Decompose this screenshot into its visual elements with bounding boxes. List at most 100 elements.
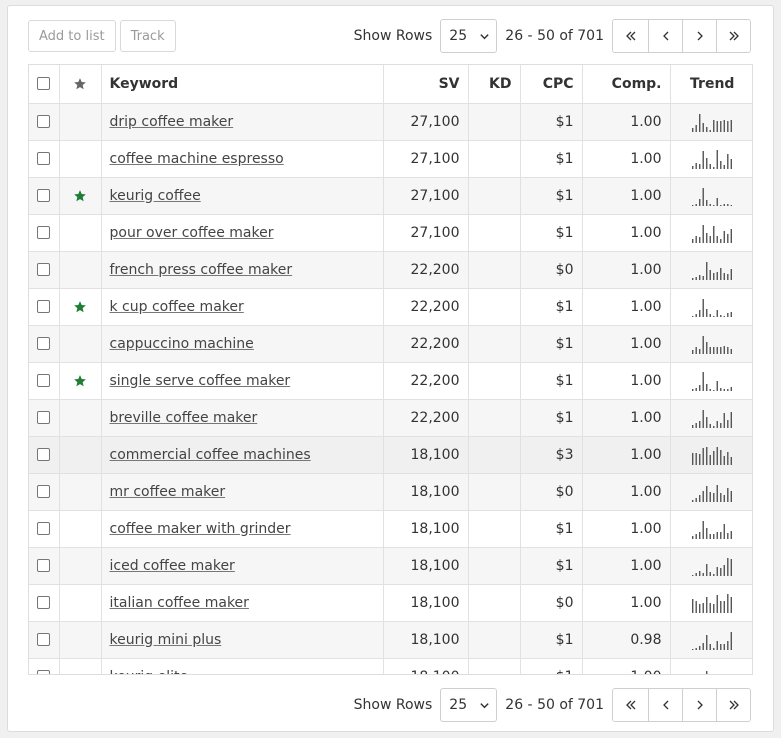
trend-bar <box>692 238 694 243</box>
row-checkbox[interactable] <box>37 448 51 461</box>
keyword-link[interactable]: drip coffee maker <box>109 113 234 130</box>
row-checkbox[interactable] <box>37 263 51 276</box>
keyword-link[interactable]: k cup coffee maker <box>109 298 244 315</box>
row-star-cell[interactable] <box>59 177 102 215</box>
row-star-cell[interactable] <box>59 251 102 289</box>
trend-bar <box>716 640 719 650</box>
row-checkbox[interactable] <box>37 226 51 239</box>
trend-bar <box>723 119 726 132</box>
rows-per-page-select[interactable]: 25 <box>440 19 498 53</box>
row-checkbox[interactable] <box>37 485 51 498</box>
pagination-bottom <box>612 688 751 722</box>
row-checkbox[interactable] <box>37 189 51 202</box>
trend-bar <box>702 447 705 465</box>
keyword-link[interactable]: coffee machine espresso <box>109 150 284 167</box>
row-checkbox[interactable] <box>37 152 51 165</box>
row-star-cell[interactable] <box>59 214 102 252</box>
row-star-cell[interactable] <box>59 399 102 437</box>
keyword-link[interactable]: french press coffee maker <box>109 261 293 278</box>
column-header-cpc[interactable]: CPC <box>520 65 583 104</box>
keyword-table-scroll[interactable]: Keyword SV KD CPC Comp. Trend drip coffe… <box>28 64 753 675</box>
column-header-trend[interactable]: Trend <box>670 65 752 104</box>
row-checkbox[interactable] <box>37 670 51 674</box>
previous-page-button[interactable] <box>648 20 682 52</box>
sv-cell: 18,100 <box>383 584 469 622</box>
keyword-link[interactable]: keurig coffee <box>109 187 201 204</box>
chevron-down-icon <box>480 33 489 39</box>
trend-sparkline <box>692 261 733 280</box>
row-checkbox[interactable] <box>37 522 51 535</box>
row-checkbox[interactable] <box>37 115 51 128</box>
select-all-checkbox[interactable] <box>37 77 51 91</box>
previous-page-button-bottom[interactable] <box>648 689 682 721</box>
table-row: single serve coffee maker 22,200 $1 1.00 <box>29 362 752 400</box>
row-checkbox[interactable] <box>37 411 51 424</box>
trend-bar <box>699 274 701 280</box>
sv-cell: 22,200 <box>383 288 469 326</box>
keyword-link[interactable]: cappuccino machine <box>109 335 254 352</box>
first-page-button-bottom[interactable] <box>613 689 648 721</box>
keyword-link[interactable]: iced coffee maker <box>109 557 235 574</box>
row-star-cell[interactable] <box>59 436 102 474</box>
row-star-cell[interactable] <box>59 584 102 622</box>
star-filled-icon <box>74 300 86 312</box>
trend-bar <box>716 309 719 317</box>
row-select-cell <box>29 399 60 437</box>
row-select-cell <box>29 288 60 326</box>
trend-bar <box>727 312 729 317</box>
trend-bar <box>695 422 698 428</box>
row-star-cell[interactable] <box>59 658 102 674</box>
row-star-cell[interactable] <box>59 362 102 400</box>
keyword-link[interactable]: italian coffee maker <box>109 594 249 611</box>
track-button[interactable]: Track <box>119 20 176 52</box>
trend-bar <box>709 388 712 391</box>
trend-bar <box>699 645 701 650</box>
keyword-link[interactable]: coffee maker with grinder <box>109 520 291 537</box>
row-checkbox[interactable] <box>37 337 51 350</box>
keyword-link[interactable]: pour over coffee maker <box>109 224 274 241</box>
trend-bar <box>695 203 698 206</box>
table-row: italian coffee maker 18,100 $0 1.00 <box>29 584 752 622</box>
next-page-button-bottom[interactable] <box>682 689 716 721</box>
row-checkbox[interactable] <box>37 559 51 572</box>
trend-bar <box>706 232 708 243</box>
first-page-button[interactable] <box>613 20 648 52</box>
row-star-cell[interactable] <box>59 103 102 141</box>
column-header-keyword[interactable]: Keyword <box>101 65 384 104</box>
row-checkbox[interactable] <box>37 596 51 609</box>
row-star-cell[interactable] <box>59 473 102 511</box>
row-star-cell[interactable] <box>59 510 102 548</box>
row-checkbox[interactable] <box>37 633 51 646</box>
column-header-kd[interactable]: KD <box>468 65 521 104</box>
trend-bar <box>723 643 726 650</box>
column-header-sv[interactable]: SV <box>383 65 469 104</box>
keyword-link[interactable]: commercial coffee machines <box>109 446 311 463</box>
pagination <box>612 19 751 53</box>
trend-bar <box>699 453 701 465</box>
keyword-link[interactable]: keurig elite <box>110 669 189 675</box>
add-to-list-button[interactable]: Add to list <box>28 20 116 52</box>
keyword-link[interactable]: single serve coffee maker <box>109 372 291 389</box>
column-header-comp[interactable]: Comp. <box>582 65 671 104</box>
trend-cell <box>670 436 752 474</box>
row-star-cell[interactable] <box>59 140 102 178</box>
trend-bar <box>716 120 719 132</box>
next-page-button[interactable] <box>682 20 716 52</box>
trend-bar <box>706 485 708 502</box>
rows-per-page-select-bottom[interactable]: 25 <box>440 688 498 722</box>
table-body: drip coffee maker 27,100 $1 1.00 coffee mach… <box>29 103 752 675</box>
row-star-cell[interactable] <box>59 547 102 585</box>
row-star-cell[interactable] <box>59 621 102 659</box>
trend-sparkline <box>692 446 733 465</box>
keyword-link[interactable]: breville coffee maker <box>109 409 258 426</box>
keyword-link[interactable]: keurig mini plus <box>109 631 222 648</box>
trend-bar <box>716 235 719 243</box>
keyword-link[interactable]: mr coffee maker <box>109 483 226 500</box>
row-checkbox[interactable] <box>37 374 51 387</box>
row-star-cell[interactable] <box>59 325 102 363</box>
row-checkbox[interactable] <box>37 300 51 313</box>
star-column-header[interactable] <box>59 65 102 104</box>
row-star-cell[interactable] <box>59 288 102 326</box>
last-page-button[interactable] <box>716 20 750 52</box>
last-page-button-bottom[interactable] <box>716 689 750 721</box>
